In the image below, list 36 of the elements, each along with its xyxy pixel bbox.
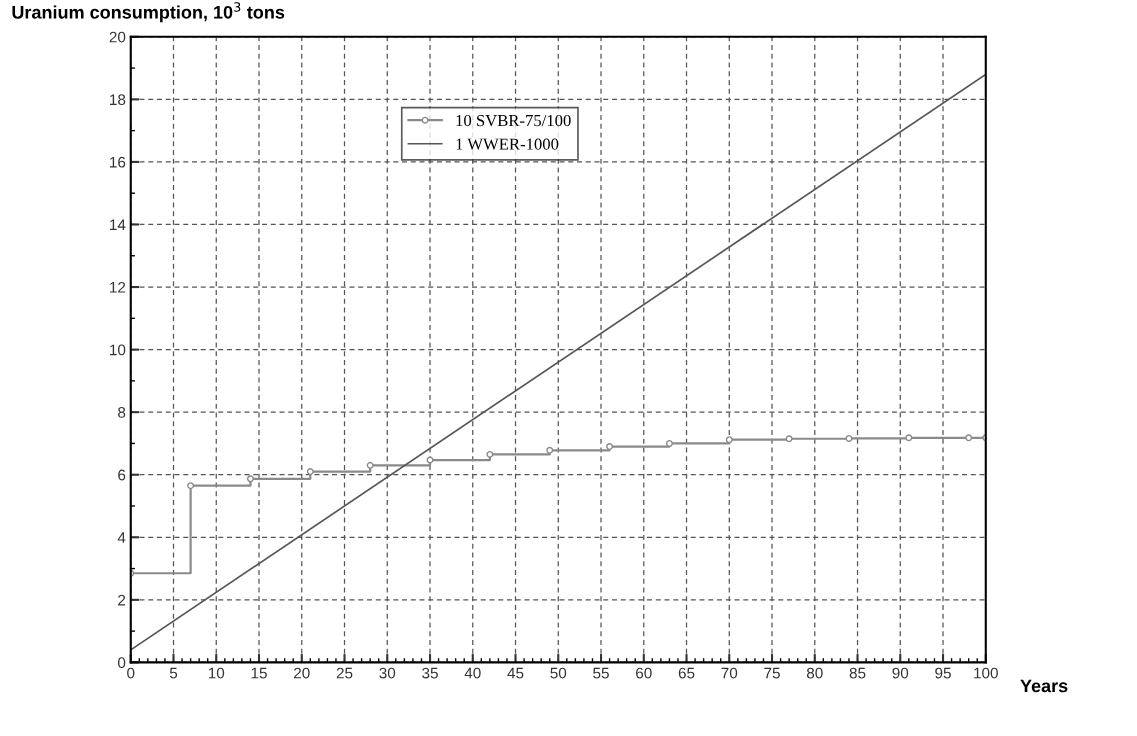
x-tick-label: 100 [974, 667, 998, 679]
x-tick-label: 0 [127, 667, 135, 679]
y-tick-label: 8 [118, 407, 126, 418]
y-tick-label: 14 [110, 219, 126, 231]
x-tick-label: 40 [464, 667, 481, 679]
y-tick-label: 2 [118, 594, 126, 606]
x-tick-label: 90 [892, 667, 909, 679]
y-tick-label: 6 [118, 469, 126, 481]
x-tick-label: 35 [422, 667, 438, 679]
x-tick-label: 70 [721, 667, 738, 679]
x-tick-label: 75 [764, 667, 780, 679]
y-tick-label: 20 [109, 31, 126, 43]
x-tick-label: 45 [507, 667, 524, 679]
y-tick-label: 10 [110, 344, 126, 356]
x-tick-label: 20 [294, 667, 310, 679]
legend-label: 1 WWER-1000 [456, 138, 559, 150]
x-axis-title: Years [1020, 679, 1068, 693]
chart-title: Uranium consumption, 10$^{3}$ tons [12, 2, 285, 23]
x-tick-label: 60 [636, 667, 652, 679]
x-tick-label: 15 [251, 667, 267, 679]
y-tick-label: 18 [110, 94, 126, 106]
y-tick-label: 16 [110, 156, 126, 168]
y-tick-label: 12 [110, 281, 126, 293]
x-tick-label: 95 [935, 667, 951, 679]
x-tick-label: 50 [550, 667, 567, 679]
x-tick-label: 80 [806, 667, 823, 679]
x-tick-label: 25 [336, 667, 353, 679]
x-tick-label: 65 [678, 667, 695, 679]
legend-label: 10 SVBR-75/100 [456, 114, 571, 127]
x-tick-label: 5 [169, 667, 178, 679]
x-tick-label: 55 [593, 667, 609, 679]
y-tick-label: 4 [117, 532, 126, 543]
y-tick-label: 0 [117, 657, 126, 669]
x-tick-label: 30 [379, 667, 396, 679]
x-tick-label: 10 [208, 667, 225, 679]
x-tick-label: 85 [849, 667, 866, 679]
